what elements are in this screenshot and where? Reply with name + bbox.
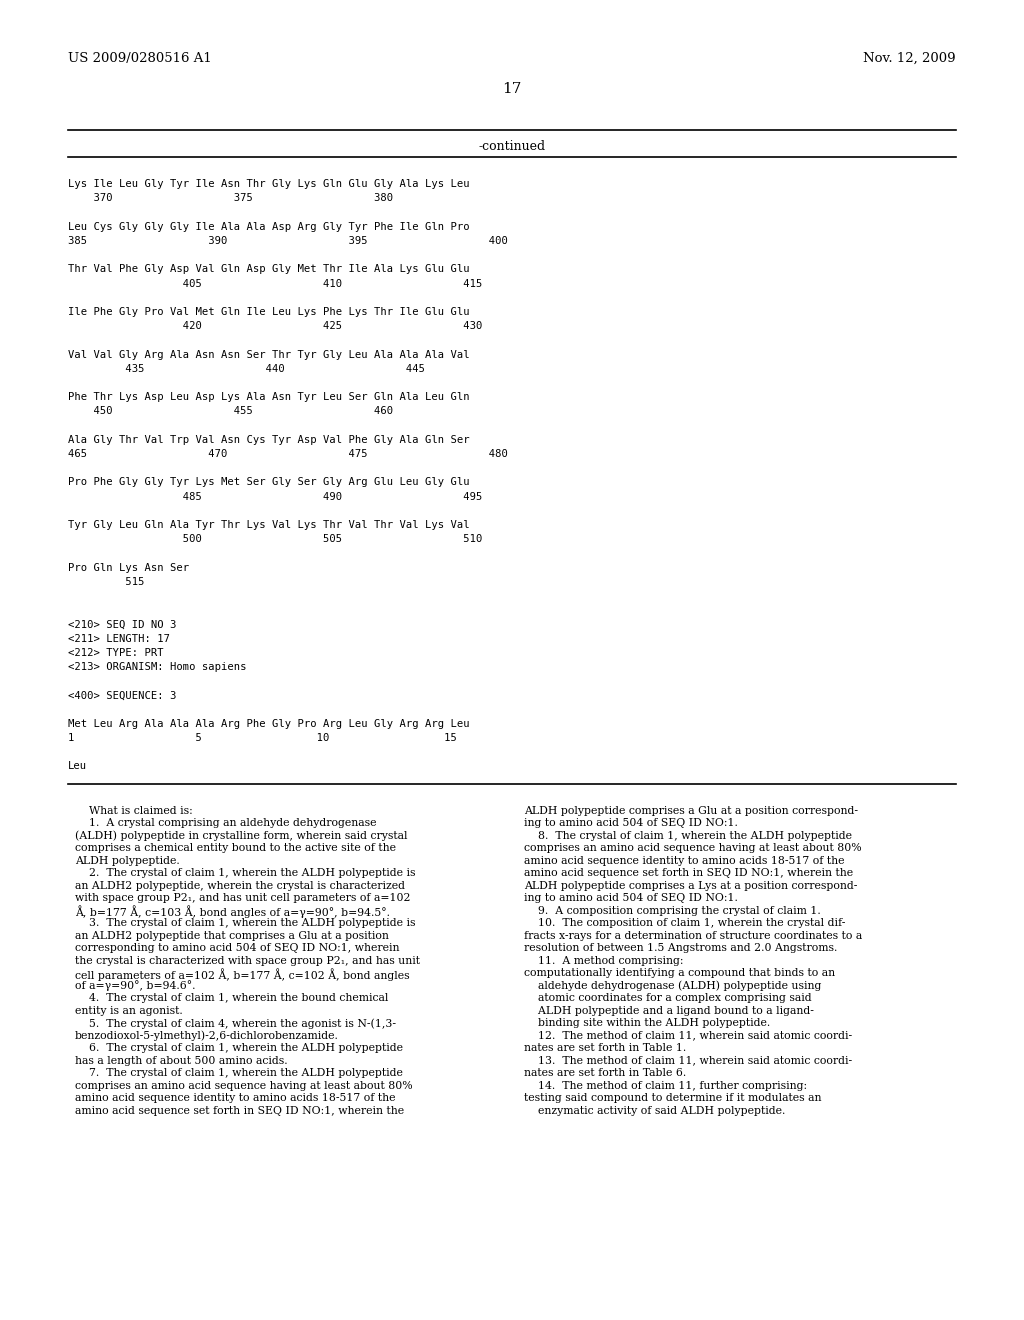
Text: 7.  The crystal of claim 1, wherein the ALDH polypeptide: 7. The crystal of claim 1, wherein the A… <box>75 1068 402 1078</box>
Text: has a length of about 500 amino acids.: has a length of about 500 amino acids. <box>75 1056 288 1065</box>
Text: 13.  The method of claim 11, wherein said atomic coordi-: 13. The method of claim 11, wherein said… <box>524 1056 852 1065</box>
Text: 5.  The crystal of claim 4, wherein the agonist is N-(1,3-: 5. The crystal of claim 4, wherein the a… <box>75 1018 396 1028</box>
Text: 370                   375                   380: 370 375 380 <box>68 194 393 203</box>
Text: 17: 17 <box>503 82 521 96</box>
Text: Lys Ile Leu Gly Tyr Ile Asn Thr Gly Lys Gln Glu Gly Ala Lys Leu: Lys Ile Leu Gly Tyr Ile Asn Thr Gly Lys … <box>68 180 470 189</box>
Text: 4.  The crystal of claim 1, wherein the bound chemical: 4. The crystal of claim 1, wherein the b… <box>75 993 388 1003</box>
Text: 485                   490                   495: 485 490 495 <box>68 491 482 502</box>
Text: computationally identifying a compound that binds to an: computationally identifying a compound t… <box>524 968 836 978</box>
Text: testing said compound to determine if it modulates an: testing said compound to determine if it… <box>524 1093 821 1104</box>
Text: 1                   5                  10                  15: 1 5 10 15 <box>68 733 457 743</box>
Text: 12.  The method of claim 11, wherein said atomic coordi-: 12. The method of claim 11, wherein said… <box>524 1031 852 1040</box>
Text: binding site within the ALDH polypeptide.: binding site within the ALDH polypeptide… <box>524 1018 770 1028</box>
Text: 3.  The crystal of claim 1, wherein the ALDH polypeptide is: 3. The crystal of claim 1, wherein the A… <box>75 919 416 928</box>
Text: amino acid sequence identity to amino acids 18-517 of the: amino acid sequence identity to amino ac… <box>524 855 845 866</box>
Text: ALDH polypeptide comprises a Glu at a position correspond-: ALDH polypeptide comprises a Glu at a po… <box>524 805 858 816</box>
Text: cell parameters of a=102 Å, b=177 Å, c=102 Å, bond angles: cell parameters of a=102 Å, b=177 Å, c=1… <box>75 968 410 981</box>
Text: 450                   455                   460: 450 455 460 <box>68 407 393 416</box>
Text: 515: 515 <box>68 577 144 587</box>
Text: Å, b=177 Å, c=103 Å, bond angles of a=γ=90°, b=94.5°.: Å, b=177 Å, c=103 Å, bond angles of a=γ=… <box>75 906 390 919</box>
Text: 8.  The crystal of claim 1, wherein the ALDH polypeptide: 8. The crystal of claim 1, wherein the A… <box>524 830 852 841</box>
Text: 405                   410                   415: 405 410 415 <box>68 279 482 289</box>
Text: <210> SEQ ID NO 3: <210> SEQ ID NO 3 <box>68 619 176 630</box>
Text: 2.  The crystal of claim 1, wherein the ALDH polypeptide is: 2. The crystal of claim 1, wherein the A… <box>75 869 416 878</box>
Text: enzymatic activity of said ALDH polypeptide.: enzymatic activity of said ALDH polypept… <box>524 1106 785 1115</box>
Text: Met Leu Arg Ala Ala Ala Arg Phe Gly Pro Arg Leu Gly Arg Arg Leu: Met Leu Arg Ala Ala Ala Arg Phe Gly Pro … <box>68 719 470 729</box>
Text: Ile Phe Gly Pro Val Met Gln Ile Leu Lys Phe Lys Thr Ile Glu Glu: Ile Phe Gly Pro Val Met Gln Ile Leu Lys … <box>68 308 470 317</box>
Text: <213> ORGANISM: Homo sapiens: <213> ORGANISM: Homo sapiens <box>68 663 247 672</box>
Text: 465                   470                   475                   480: 465 470 475 480 <box>68 449 508 459</box>
Text: ALDH polypeptide comprises a Lys at a position correspond-: ALDH polypeptide comprises a Lys at a po… <box>524 880 857 891</box>
Text: Leu: Leu <box>68 762 87 771</box>
Text: 9.  A composition comprising the crystal of claim 1.: 9. A composition comprising the crystal … <box>524 906 821 916</box>
Text: -continued: -continued <box>478 140 546 153</box>
Text: 14.  The method of claim 11, further comprising:: 14. The method of claim 11, further comp… <box>524 1081 807 1090</box>
Text: an ALDH2 polypeptide, wherein the crystal is characterized: an ALDH2 polypeptide, wherein the crysta… <box>75 880 406 891</box>
Text: of a=γ=90°, b=94.6°.: of a=γ=90°, b=94.6°. <box>75 981 196 991</box>
Text: 1.  A crystal comprising an aldehyde dehydrogenase: 1. A crystal comprising an aldehyde dehy… <box>75 818 377 828</box>
Text: ing to amino acid 504 of SEQ ID NO:1.: ing to amino acid 504 of SEQ ID NO:1. <box>524 818 738 828</box>
Text: nates are set forth in Table 6.: nates are set forth in Table 6. <box>524 1068 686 1078</box>
Text: Thr Val Phe Gly Asp Val Gln Asp Gly Met Thr Ile Ala Lys Glu Glu: Thr Val Phe Gly Asp Val Gln Asp Gly Met … <box>68 264 470 275</box>
Text: <212> TYPE: PRT: <212> TYPE: PRT <box>68 648 164 657</box>
Text: comprises an amino acid sequence having at least about 80%: comprises an amino acid sequence having … <box>524 843 861 853</box>
Text: aldehyde dehydrogenase (ALDH) polypeptide using: aldehyde dehydrogenase (ALDH) polypeptid… <box>524 981 821 991</box>
Text: Leu Cys Gly Gly Gly Ile Ala Ala Asp Arg Gly Tyr Phe Ile Gln Pro: Leu Cys Gly Gly Gly Ile Ala Ala Asp Arg … <box>68 222 470 232</box>
Text: with space group P2₁, and has unit cell parameters of a=102: with space group P2₁, and has unit cell … <box>75 894 411 903</box>
Text: Val Val Gly Arg Ala Asn Asn Ser Thr Tyr Gly Leu Ala Ala Ala Val: Val Val Gly Arg Ala Asn Asn Ser Thr Tyr … <box>68 350 470 359</box>
Text: What is claimed is:: What is claimed is: <box>75 805 193 816</box>
Text: amino acid sequence set forth in SEQ ID NO:1, wherein the: amino acid sequence set forth in SEQ ID … <box>524 869 853 878</box>
Text: nates are set forth in Table 1.: nates are set forth in Table 1. <box>524 1043 686 1053</box>
Text: <400> SEQUENCE: 3: <400> SEQUENCE: 3 <box>68 690 176 701</box>
Text: resolution of between 1.5 Angstroms and 2.0 Angstroms.: resolution of between 1.5 Angstroms and … <box>524 942 838 953</box>
Text: 11.  A method comprising:: 11. A method comprising: <box>524 956 683 966</box>
Text: atomic coordinates for a complex comprising said: atomic coordinates for a complex compris… <box>524 993 812 1003</box>
Text: amino acid sequence identity to amino acids 18-517 of the: amino acid sequence identity to amino ac… <box>75 1093 395 1104</box>
Text: comprises a chemical entity bound to the active site of the: comprises a chemical entity bound to the… <box>75 843 396 853</box>
Text: (ALDH) polypeptide in crystalline form, wherein said crystal: (ALDH) polypeptide in crystalline form, … <box>75 830 408 841</box>
Text: 6.  The crystal of claim 1, wherein the ALDH polypeptide: 6. The crystal of claim 1, wherein the A… <box>75 1043 403 1053</box>
Text: entity is an agonist.: entity is an agonist. <box>75 1006 182 1015</box>
Text: the crystal is characterized with space group P2₁, and has unit: the crystal is characterized with space … <box>75 956 420 966</box>
Text: ing to amino acid 504 of SEQ ID NO:1.: ing to amino acid 504 of SEQ ID NO:1. <box>524 894 738 903</box>
Text: Pro Phe Gly Gly Tyr Lys Met Ser Gly Ser Gly Arg Glu Leu Gly Glu: Pro Phe Gly Gly Tyr Lys Met Ser Gly Ser … <box>68 478 470 487</box>
Text: 420                   425                   430: 420 425 430 <box>68 321 482 331</box>
Text: amino acid sequence set forth in SEQ ID NO:1, wherein the: amino acid sequence set forth in SEQ ID … <box>75 1106 404 1115</box>
Text: Nov. 12, 2009: Nov. 12, 2009 <box>863 51 956 65</box>
Text: 10.  The composition of claim 1, wherein the crystal dif-: 10. The composition of claim 1, wherein … <box>524 919 846 928</box>
Text: corresponding to amino acid 504 of SEQ ID NO:1, wherein: corresponding to amino acid 504 of SEQ I… <box>75 942 399 953</box>
Text: ALDH polypeptide and a ligand bound to a ligand-: ALDH polypeptide and a ligand bound to a… <box>524 1006 814 1015</box>
Text: 500                   505                   510: 500 505 510 <box>68 535 482 544</box>
Text: comprises an amino acid sequence having at least about 80%: comprises an amino acid sequence having … <box>75 1081 413 1090</box>
Text: US 2009/0280516 A1: US 2009/0280516 A1 <box>68 51 212 65</box>
Text: 385                   390                   395                   400: 385 390 395 400 <box>68 236 508 246</box>
Text: benzodioxol-5-ylmethyl)-2,6-dichlorobenzamide.: benzodioxol-5-ylmethyl)-2,6-dichlorobenz… <box>75 1031 339 1041</box>
Text: Ala Gly Thr Val Trp Val Asn Cys Tyr Asp Val Phe Gly Ala Gln Ser: Ala Gly Thr Val Trp Val Asn Cys Tyr Asp … <box>68 434 470 445</box>
Text: Pro Gln Lys Asn Ser: Pro Gln Lys Asn Ser <box>68 562 189 573</box>
Text: ALDH polypeptide.: ALDH polypeptide. <box>75 855 180 866</box>
Text: <211> LENGTH: 17: <211> LENGTH: 17 <box>68 634 170 644</box>
Text: 435                   440                   445: 435 440 445 <box>68 364 425 374</box>
Text: fracts x-rays for a determination of structure coordinates to a: fracts x-rays for a determination of str… <box>524 931 862 941</box>
Text: an ALDH2 polypeptide that comprises a Glu at a position: an ALDH2 polypeptide that comprises a Gl… <box>75 931 389 941</box>
Text: Phe Thr Lys Asp Leu Asp Lys Ala Asn Tyr Leu Ser Gln Ala Leu Gln: Phe Thr Lys Asp Leu Asp Lys Ala Asn Tyr … <box>68 392 470 403</box>
Text: Tyr Gly Leu Gln Ala Tyr Thr Lys Val Lys Thr Val Thr Val Lys Val: Tyr Gly Leu Gln Ala Tyr Thr Lys Val Lys … <box>68 520 470 531</box>
